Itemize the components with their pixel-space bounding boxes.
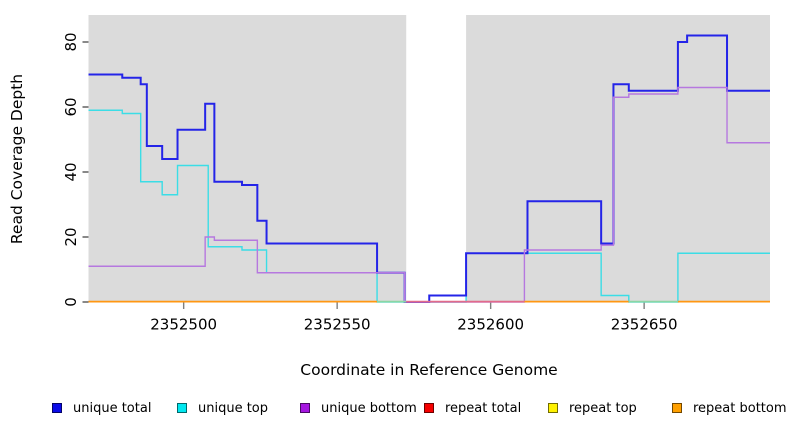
legend-swatch	[177, 403, 187, 413]
legend-swatch	[672, 403, 682, 413]
x-axis-title: Coordinate in Reference Genome	[300, 361, 558, 379]
legend-swatch	[300, 403, 310, 413]
legend-item-repeat-total: repeat total	[424, 400, 521, 416]
svg-text:2352500: 2352500	[150, 316, 217, 334]
svg-text:40: 40	[62, 162, 80, 181]
plot-area: 0 20 40 60 80 2352500 2352550 2352600 2352650	[62, 15, 770, 334]
legend-label: repeat bottom	[693, 400, 787, 416]
legend-swatch	[548, 403, 558, 413]
svg-text:20: 20	[62, 227, 80, 246]
svg-text:0: 0	[62, 297, 80, 307]
y-axis-title: Read Coverage Depth	[8, 73, 26, 245]
svg-text:2352600: 2352600	[457, 316, 524, 334]
legend-item-unique-top: unique top	[177, 400, 268, 416]
svg-text:2352550: 2352550	[304, 316, 371, 334]
legend-label: repeat total	[445, 400, 522, 416]
legend-item-repeat-top: repeat top	[548, 400, 637, 416]
svg-text:80: 80	[62, 32, 80, 51]
legend-item-unique-bottom: unique bottom	[300, 400, 417, 416]
svg-text:60: 60	[62, 97, 80, 116]
legend-label: unique total	[73, 400, 152, 416]
legend-label: repeat top	[569, 400, 637, 416]
legend-item-unique-total: unique total	[52, 400, 151, 416]
legend-swatch	[52, 403, 62, 413]
svg-text:2352650: 2352650	[611, 316, 678, 334]
legend-label: unique top	[198, 400, 269, 416]
legend-swatch	[424, 403, 434, 413]
legend-item-repeat-bottom: repeat bottom	[672, 400, 787, 416]
legend-label: unique bottom	[321, 400, 417, 416]
